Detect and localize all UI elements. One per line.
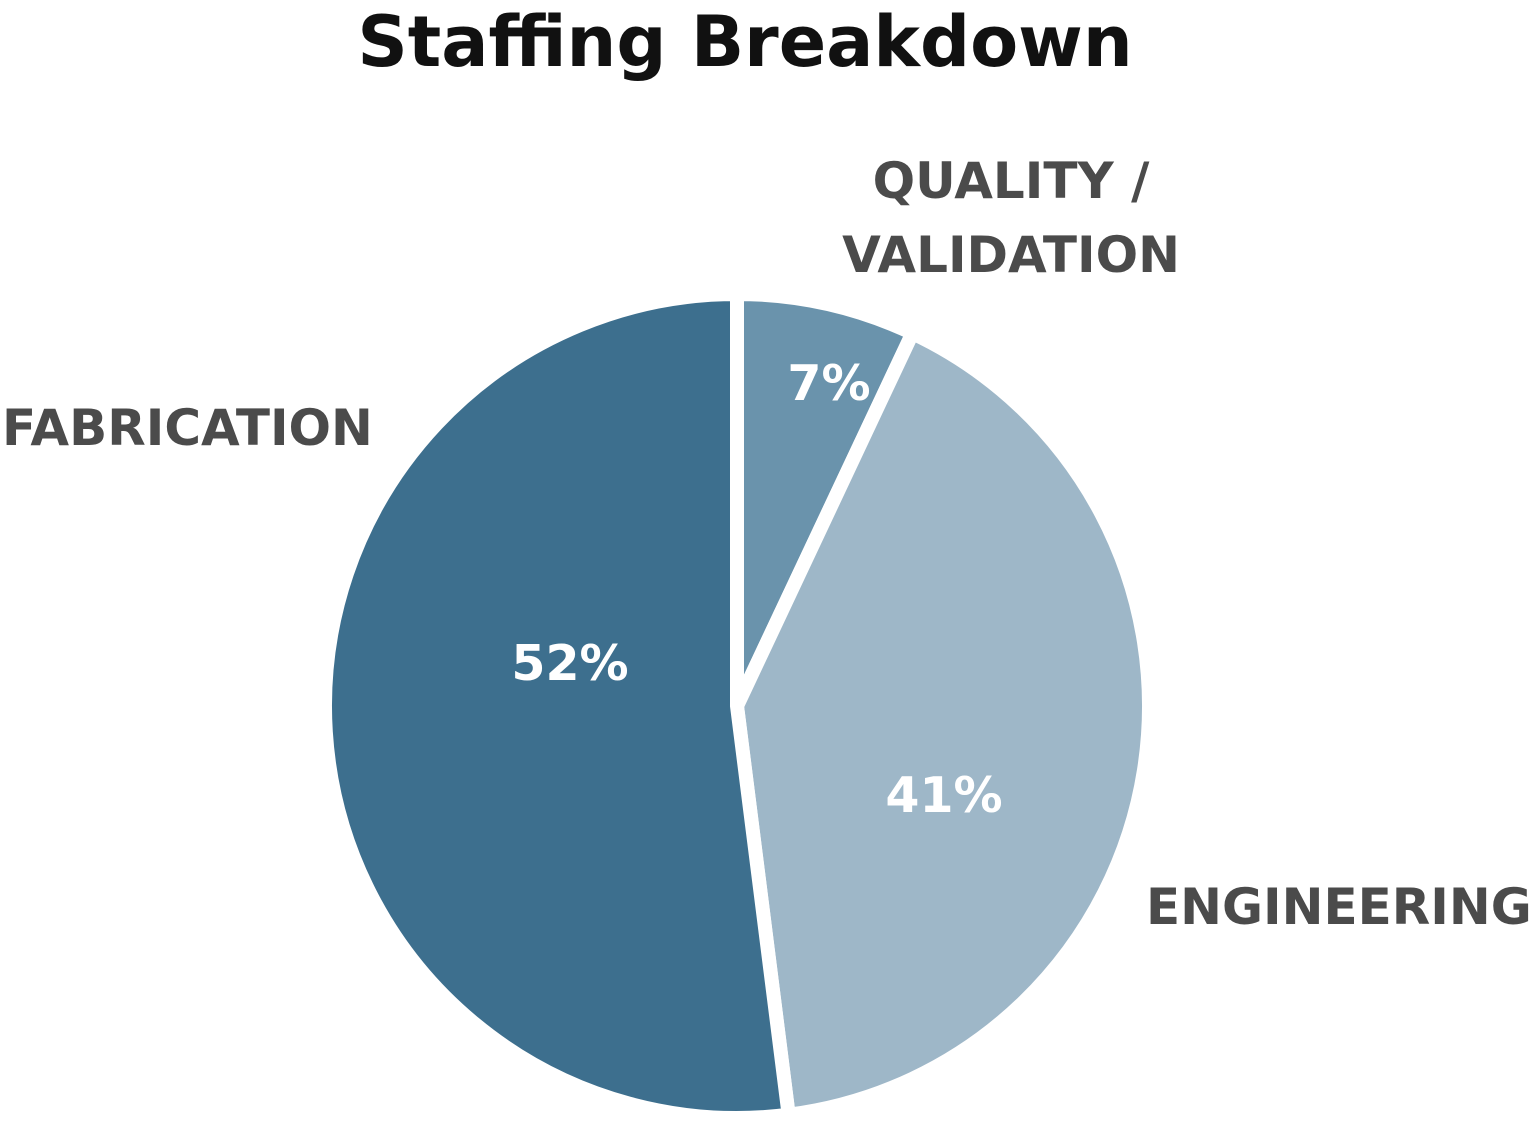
pie-category-label-line: QUALITY /	[873, 152, 1150, 210]
pie-category-label-fabrication: FABRICATION	[2, 399, 373, 457]
pie-category-label-line: FABRICATION	[2, 399, 373, 457]
chart-title: Staffing Breakdown	[357, 1, 1132, 83]
pie-slice-fabrication	[318, 286, 797, 1125]
pie-category-label-line: VALIDATION	[842, 226, 1180, 284]
pie-value-label-fabrication: 52%	[511, 635, 628, 692]
pie-category-label-quality-validation: QUALITY / VALIDATION	[842, 152, 1180, 284]
category-labels: QUALITY / VALIDATION ENGINEERING FABRICATIO…	[2, 152, 1532, 936]
pie-value-label-quality-validation: 7%	[787, 355, 870, 412]
pie-value-label-engineering: 41%	[885, 767, 1002, 824]
pie-category-label-line: ENGINEERING	[1146, 878, 1532, 936]
pie-category-label-engineering: ENGINEERING	[1146, 878, 1532, 936]
pie-slice-engineering	[729, 323, 1156, 1123]
pie-slices	[318, 286, 1156, 1125]
percentage-labels: 7% 41% 52%	[511, 355, 1002, 824]
